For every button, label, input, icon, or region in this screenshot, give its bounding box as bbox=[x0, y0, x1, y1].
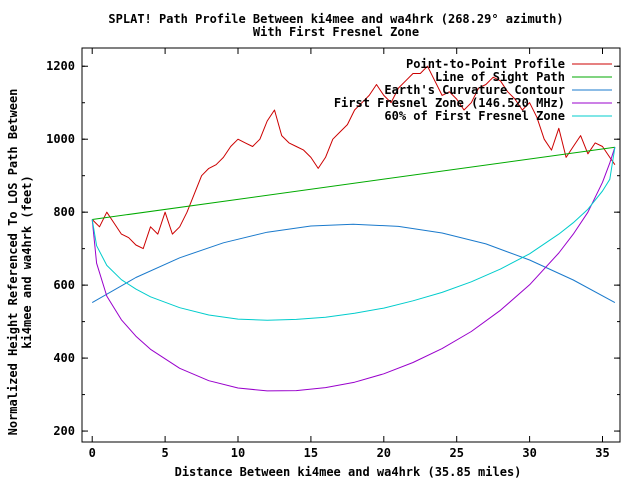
x-tick-label: 25 bbox=[449, 446, 463, 460]
series-line-of-sight-path bbox=[92, 146, 615, 220]
y-tick-label: 800 bbox=[53, 205, 75, 219]
x-tick-label: 10 bbox=[231, 446, 245, 460]
series-point-to-point-profile bbox=[91, 65, 616, 250]
x-tick-label: 0 bbox=[89, 446, 96, 460]
legend-label: Line of Sight Path bbox=[435, 70, 565, 84]
chart-title: SPLAT! Path Profile Between ki4mee and w… bbox=[108, 12, 563, 26]
data-series bbox=[91, 65, 616, 392]
series-earth-s-curvature-contour bbox=[91, 223, 616, 304]
chart-subtitle: With First Fresnel Zone bbox=[253, 25, 419, 39]
axis-ticks: 0 5 10 15 20 25 30 35 200 400 600 800 1000 1200 bbox=[46, 48, 620, 460]
y-tick-label: 1200 bbox=[46, 59, 75, 73]
x-tick-label: 15 bbox=[304, 446, 318, 460]
y-tick-label: 200 bbox=[53, 424, 75, 438]
legend-label: Point-to-Point Profile bbox=[406, 57, 565, 71]
series-60-of-first-fresnel-zone bbox=[91, 147, 616, 321]
legend-label: First Fresnel Zone (146.520 MHz) bbox=[334, 96, 565, 110]
x-tick-label: 30 bbox=[522, 446, 536, 460]
x-tick-label: 5 bbox=[161, 446, 168, 460]
x-axis-title: Distance Between ki4mee and wa4hrk (35.8… bbox=[175, 465, 522, 479]
plot-frame bbox=[81, 47, 621, 443]
y-tick-label: 1000 bbox=[46, 132, 75, 146]
legend-label: Earth's Curvature Contour bbox=[384, 83, 565, 97]
y-tick-label: 400 bbox=[53, 351, 75, 365]
x-tick-label: 20 bbox=[377, 446, 391, 460]
y-axis-title-line2: ki4mee and wa4hrk (feet) bbox=[20, 175, 34, 348]
legend-label: 60% of First Fresnel Zone bbox=[384, 109, 565, 123]
y-tick-label: 600 bbox=[53, 278, 75, 292]
y-axis-title-line1: Normalized Height Referenced To LOS Path… bbox=[6, 89, 20, 436]
x-tick-label: 35 bbox=[595, 446, 609, 460]
series-first-fresnel-zone-146-520-mhz bbox=[91, 147, 616, 392]
